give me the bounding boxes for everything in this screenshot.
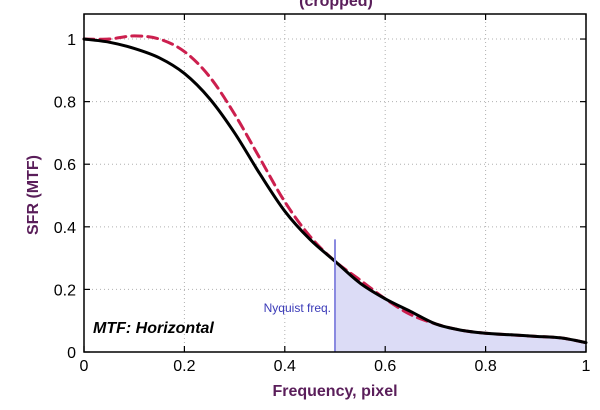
y-tick-label: 0 — [67, 345, 76, 362]
grid — [84, 14, 586, 352]
y-axis-label: SFR (MTF) — [25, 155, 42, 235]
x-axis-ticks: 0 0.2 0.4 0.6 0.8 1 — [80, 14, 591, 375]
nyquist-label: Nyquist freq. — [264, 301, 331, 315]
x-tick-label: 1 — [582, 358, 591, 375]
y-tick-label: 0.6 — [54, 157, 76, 174]
x-tick-label: 0.8 — [474, 358, 496, 375]
nyquist-shaded-area — [335, 261, 586, 352]
nyquist-region — [335, 261, 586, 352]
axes — [83, 13, 587, 353]
x-tick-label: 0 — [80, 358, 89, 375]
plot-frame — [83, 13, 587, 353]
x-axis-label: Frequency, pixel — [272, 383, 397, 400]
x-tick-label: 0.6 — [374, 358, 396, 375]
y-tick-label: 0.2 — [54, 282, 76, 299]
x-tick-label: 0.2 — [173, 358, 195, 375]
y-tick-label: 0.4 — [54, 220, 76, 237]
y-tick-label: 0.8 — [54, 95, 76, 112]
y-tick-label: 1 — [67, 32, 76, 49]
y-axis-ticks: 0 0.2 0.4 0.6 0.8 1 — [54, 32, 586, 362]
chart-title: (cropped) — [299, 0, 373, 10]
x-tick-label: 0.4 — [274, 358, 296, 375]
mtf-direction-label: MTF: Horizontal — [93, 320, 214, 337]
